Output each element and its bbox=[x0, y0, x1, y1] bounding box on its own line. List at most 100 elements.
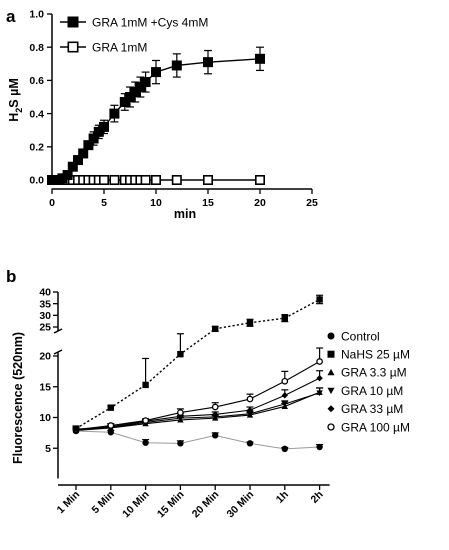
panel-b-legend-entry: NaHS 25 µM bbox=[327, 348, 410, 362]
panel-b-legend-marker bbox=[327, 368, 335, 376]
panel-a-xtick-label: 25 bbox=[306, 197, 318, 209]
panel-a-series-0 bbox=[47, 46, 265, 185]
panel-b-legend-marker bbox=[327, 405, 335, 413]
panel-a: a H2S µM min 0.0 0.2 0.4 0.6 0.8 1.0 0 5 10 15 20 2… bbox=[6, 7, 318, 221]
panel-a-legend-label: GRA 1mM +Cys 4mM bbox=[92, 16, 208, 30]
panel-b-point bbox=[142, 417, 149, 424]
panel-b-point bbox=[281, 392, 288, 399]
panel-b-xtick-label: 10 Min bbox=[120, 489, 152, 521]
panel-a-point bbox=[151, 67, 161, 78]
panel-b-series bbox=[72, 294, 324, 453]
panel-b-point bbox=[107, 429, 115, 436]
panel-b-legend-entry: GRA 100 µM bbox=[327, 420, 410, 434]
panel-a-ylabel-sub: 2 bbox=[14, 108, 24, 113]
panel-b-ytick-label: 20 bbox=[39, 351, 51, 363]
panel-a-xtick-label: 15 bbox=[202, 197, 214, 209]
panel-a-xtick-label: 10 bbox=[150, 197, 162, 209]
panel-a-point bbox=[151, 175, 162, 186]
panel-a-point bbox=[83, 140, 94, 151]
panel-a-point bbox=[67, 161, 78, 172]
panel-a-ytick-label: 0.6 bbox=[29, 75, 44, 87]
panel-b-legend-label: Control bbox=[341, 329, 380, 343]
panel-a-point bbox=[171, 60, 182, 71]
panel-b-legend-label: GRA 3.3 µM bbox=[341, 366, 407, 380]
panel-a-point bbox=[62, 170, 73, 181]
panel-a-xtick-label: 5 bbox=[101, 197, 107, 209]
panel-b-ytick-label: 35 bbox=[39, 298, 51, 310]
panel-a-point bbox=[119, 96, 130, 107]
panel-b-ytick-label: 30 bbox=[39, 310, 51, 322]
panel-a-point bbox=[255, 53, 265, 64]
panel-b-xtick-label: 20 Min bbox=[190, 489, 222, 521]
panel-a-ytick-label: 1.0 bbox=[29, 9, 44, 21]
panel-b-series-1 bbox=[72, 294, 324, 432]
panel-b-point bbox=[107, 404, 114, 411]
panel-b-point bbox=[246, 395, 254, 403]
panel-b-ytick-label: 5 bbox=[45, 443, 51, 455]
panel-a-point bbox=[47, 175, 57, 185]
panel-a-point bbox=[78, 148, 89, 159]
panel-b-point bbox=[316, 374, 323, 382]
svg-text:H2S µM: H2S µM bbox=[7, 78, 24, 121]
panel-a-point bbox=[140, 175, 151, 186]
panel-b-point bbox=[211, 403, 219, 411]
panel-a-legend: GRA 1mM +Cys 4mM GRA 1mM bbox=[60, 16, 208, 55]
panel-a-point bbox=[255, 175, 266, 186]
panel-b-point bbox=[212, 325, 219, 333]
panel-b-legend-entry: GRA 3.3 µM bbox=[327, 366, 407, 380]
panel-a-legend-marker bbox=[67, 41, 79, 53]
panel-a-point bbox=[130, 87, 141, 98]
panel-b-legend-entry: GRA 10 µM bbox=[327, 384, 403, 398]
panel-b-legend-entry: Control bbox=[327, 329, 380, 343]
panel-b-ytick-label: 15 bbox=[39, 381, 51, 393]
panel-b-point bbox=[316, 358, 323, 365]
panel-b-legend-marker bbox=[327, 332, 335, 340]
panel-b-point bbox=[281, 401, 288, 408]
panel-b-series-line bbox=[75, 361, 320, 431]
panel-b-series-5 bbox=[72, 347, 324, 434]
panel-a-xlabel: min bbox=[174, 207, 196, 221]
panel-b-point bbox=[316, 296, 323, 303]
panel-b-axis-break-mark bbox=[53, 328, 63, 334]
panel-a-xtick-label: 0 bbox=[49, 197, 55, 209]
panel-a-ylabel: H2S µM bbox=[7, 78, 24, 121]
panel-b-legend-label: GRA 100 µM bbox=[341, 420, 410, 434]
panel-b-legend-marker bbox=[327, 387, 335, 395]
panel-b-series-line bbox=[75, 392, 320, 431]
panel-b-point bbox=[281, 377, 289, 385]
panel-a-point bbox=[171, 175, 182, 186]
panel-b-series-line bbox=[75, 298, 320, 430]
panel-a-point bbox=[135, 82, 146, 93]
panel-b-xtick-label: 1 Min bbox=[55, 489, 82, 516]
panel-a-point bbox=[99, 175, 110, 186]
panel-a-axes: 0.0 0.2 0.4 0.6 0.8 1.0 0 5 10 15 20 25 bbox=[29, 9, 318, 209]
panel-a-point bbox=[88, 133, 99, 144]
panel-a-point bbox=[93, 126, 104, 137]
panel-b-point bbox=[246, 411, 254, 418]
panel-a-legend-marker bbox=[67, 16, 79, 28]
panel-b-point bbox=[316, 390, 323, 397]
panel-b-point bbox=[246, 406, 254, 414]
panel-a-legend-entry: GRA 1mM bbox=[60, 41, 147, 55]
panel-b-point bbox=[177, 350, 184, 358]
panel-b-legend-marker bbox=[327, 423, 335, 431]
panel-b-point bbox=[142, 439, 149, 446]
panel-b-point bbox=[281, 314, 288, 322]
panel-a-point bbox=[99, 121, 109, 132]
panel-b-series-line bbox=[75, 377, 320, 430]
panel-b-point bbox=[246, 319, 254, 326]
panel-a-ytick-label: 0.4 bbox=[29, 108, 44, 120]
panel-b-point bbox=[107, 422, 115, 429]
panel-a-xtick-label: 20 bbox=[254, 197, 266, 209]
panel-a-point bbox=[109, 108, 120, 119]
panel-b-point bbox=[246, 440, 254, 447]
panel-a-point bbox=[57, 173, 68, 184]
panel-a-legend-entry: GRA 1mM +Cys 4mM bbox=[60, 16, 208, 30]
panel-b-xtick-label: 30 Min bbox=[225, 489, 257, 521]
panel-a-point bbox=[203, 57, 213, 68]
panel-b-point bbox=[281, 445, 288, 453]
panel-b-ylabel: Fluorescence (520nm) bbox=[11, 332, 25, 464]
panel-b-legend: Control NaHS 25 µM GRA 3.3 µM GRA 10 µM GRA … bbox=[327, 329, 410, 434]
